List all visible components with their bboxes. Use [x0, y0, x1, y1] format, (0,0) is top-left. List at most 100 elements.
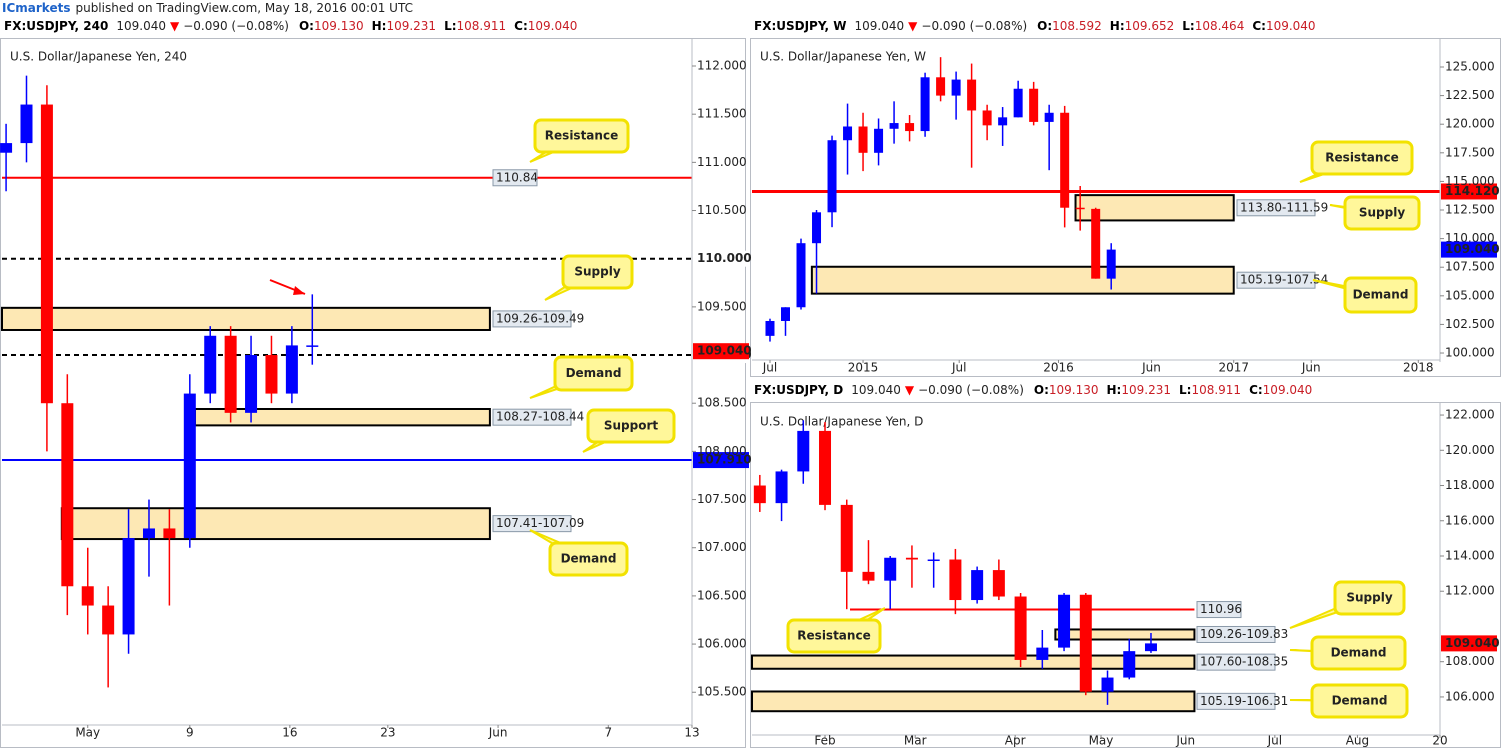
- callout-text: Demand: [561, 552, 617, 566]
- candle-body: [142, 528, 155, 539]
- x-tick-label: 2017: [1218, 361, 1249, 375]
- arrow-head: [293, 286, 305, 295]
- candle-body: [840, 504, 853, 572]
- y-tick-label: 106.000: [1445, 689, 1495, 703]
- candle-body: [927, 559, 940, 562]
- panel-title: U.S. Dollar/Japanese Yen, 240: [10, 50, 187, 64]
- zone-label: 109.26-109.49: [496, 311, 584, 325]
- callout-box: [561, 254, 634, 290]
- callout-text: Supply: [574, 265, 620, 279]
- x-tick-label: 7: [604, 726, 612, 740]
- candle-body: [827, 140, 837, 213]
- last-price: 109.040: [116, 19, 166, 33]
- zone-label-box: [1196, 692, 1276, 710]
- zone: [1054, 628, 1196, 641]
- ohlc-label: O:: [299, 19, 314, 33]
- candle-body: [122, 538, 135, 635]
- ohlc-value: 108.592: [1052, 19, 1102, 33]
- candle-body: [306, 345, 319, 347]
- y-tick-label: 125.000: [1445, 60, 1495, 74]
- y-tick-label: 102.500: [1445, 317, 1495, 331]
- zone-label: 108.27-108.44: [496, 410, 584, 424]
- axis-level-box: [1441, 183, 1497, 200]
- callout-text: Supply: [1359, 206, 1405, 220]
- axis-level-label: 110.000: [697, 251, 752, 265]
- candle-body: [265, 355, 278, 394]
- y-tick-label: 122.000: [1445, 408, 1495, 422]
- candle-body: [781, 307, 791, 321]
- zone: [810, 265, 1235, 295]
- callout-box: [586, 408, 676, 444]
- author[interactable]: ICmarkets: [2, 1, 70, 15]
- x-tick-label: 13: [684, 726, 699, 740]
- y-tick-label: 107.500: [1445, 260, 1495, 274]
- zone-label: 109.26-109.83: [1200, 627, 1288, 641]
- candle-body: [1091, 208, 1101, 279]
- candle-body: [163, 528, 176, 539]
- y-tick-label: 107.000: [697, 540, 747, 554]
- published: published on TradingView.com, May 18, 20…: [75, 1, 412, 15]
- candle-body: [285, 345, 298, 394]
- level-label-box: [1196, 601, 1242, 619]
- x-tick-label: May: [75, 726, 100, 740]
- candle-body: [1013, 88, 1023, 118]
- candle-body: [843, 126, 853, 141]
- callout-box: [1343, 276, 1418, 314]
- candle-body: [1144, 643, 1157, 652]
- candle-body: [1060, 112, 1070, 208]
- callout-text: Resistance: [797, 629, 870, 643]
- x-tick-label: 16: [282, 726, 297, 740]
- y-tick-label: 120.000: [1445, 443, 1495, 457]
- x-tick-label: Jul: [951, 361, 966, 375]
- y-tick-label: 112.000: [1445, 584, 1495, 598]
- ohlc-label: H:: [1107, 383, 1122, 397]
- y-tick-label: 112.500: [1445, 203, 1495, 217]
- x-tick-label: 23: [380, 726, 395, 740]
- candle-body: [1079, 594, 1092, 692]
- y-tick-label: 122.500: [1445, 88, 1495, 102]
- y-tick-label: 112.000: [697, 59, 747, 73]
- candle-body: [753, 485, 766, 504]
- x-tick-label: Apr: [1005, 734, 1026, 748]
- candle-body: [819, 430, 832, 505]
- y-tick-label: 110.500: [697, 203, 747, 217]
- ohlc-value: 109.231: [1121, 383, 1171, 397]
- candle-body: [862, 571, 875, 581]
- y-tick-label: 108.500: [697, 396, 747, 410]
- ohlc-label: O:: [1037, 19, 1052, 33]
- y-tick-label: 115.000: [1445, 174, 1495, 188]
- zone-label-box: [1196, 625, 1276, 643]
- ohlc-value: 109.040: [1263, 383, 1313, 397]
- ohlc-label: C:: [1252, 19, 1266, 33]
- axis-level-box: [693, 452, 749, 469]
- change-arrow: ▼: [170, 19, 180, 33]
- zone-label: 105.19-107.54: [1240, 273, 1328, 287]
- zone: [1074, 194, 1235, 222]
- candle-body: [1075, 207, 1085, 210]
- callout-text: Demand: [1332, 694, 1388, 708]
- y-tick-label: 106.000: [697, 637, 747, 651]
- callout-text: Resistance: [1325, 151, 1398, 165]
- candle-body: [982, 110, 992, 126]
- candle-body: [1014, 596, 1027, 660]
- banner: ICmarkets published on TradingView.com, M…: [2, 1, 413, 15]
- zone: [60, 507, 491, 541]
- symbol-header: FX:USDJPY, D 109.040 ▼ −0.090 (−0.08%) O:109…: [754, 383, 1312, 397]
- zone: [1, 306, 491, 331]
- candle-body: [889, 123, 899, 129]
- candle-body: [936, 77, 946, 96]
- callout-box: [1333, 580, 1406, 616]
- callout-text: Resistance: [545, 129, 618, 143]
- ohlc-label: L:: [1182, 19, 1194, 33]
- x-tick-label: Jul: [1267, 734, 1282, 748]
- x-tick-label: Jul: [762, 361, 777, 375]
- x-tick-label: Feb: [814, 734, 835, 748]
- candle-body: [949, 559, 962, 601]
- candle-body: [1036, 647, 1049, 660]
- candle-body: [796, 243, 806, 308]
- zone-label-box: [1196, 653, 1276, 671]
- candle-body: [992, 570, 1005, 597]
- candle-body: [874, 128, 884, 153]
- candle-body: [884, 557, 897, 581]
- y-tick-label: 105.500: [697, 685, 747, 699]
